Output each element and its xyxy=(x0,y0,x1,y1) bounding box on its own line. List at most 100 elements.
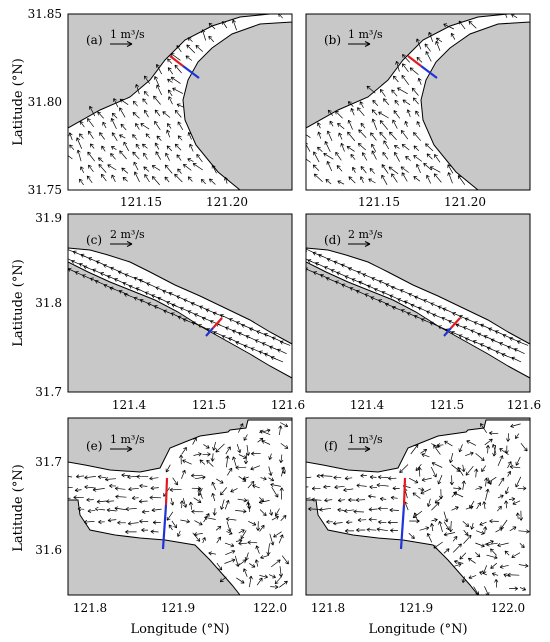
flow-arrow xyxy=(463,534,472,544)
flow-arrow xyxy=(376,527,388,532)
flow-arrow xyxy=(243,453,249,465)
flow-arrow xyxy=(424,43,431,52)
flow-arrow xyxy=(167,67,174,75)
flow-arrow xyxy=(326,519,333,525)
flow-arrow xyxy=(390,495,398,500)
flow-arrow xyxy=(232,456,237,467)
flow-arrow xyxy=(323,152,334,160)
flow-arrow xyxy=(509,464,521,469)
flow-arrow xyxy=(327,109,334,116)
flow-arrow xyxy=(382,151,389,160)
flow-arrow xyxy=(193,452,202,457)
flow-arrow xyxy=(254,559,259,567)
flow-arrow xyxy=(100,272,111,278)
flow-arrow xyxy=(140,123,150,130)
flow-arrow xyxy=(114,506,126,511)
flow-arrow xyxy=(171,520,178,529)
flow-arrow xyxy=(125,506,137,512)
flow-arrow xyxy=(415,463,422,472)
flow-arrow xyxy=(135,84,140,95)
flow-arrow xyxy=(187,132,192,140)
section-line-red xyxy=(212,317,223,329)
flow-arrow xyxy=(128,487,139,492)
flow-arrow xyxy=(326,130,333,142)
flow-arrow xyxy=(151,176,160,186)
flow-arrow xyxy=(170,497,175,506)
flow-arrow xyxy=(341,263,353,270)
flow-arrow xyxy=(392,486,400,491)
flow-arrow xyxy=(187,176,193,182)
flow-arrow xyxy=(507,470,512,477)
flow-arrow xyxy=(435,40,441,51)
flow-arrow xyxy=(391,89,398,97)
flow-arrow xyxy=(360,122,366,129)
flow-arrow xyxy=(219,576,227,583)
flow-arrow xyxy=(228,337,240,344)
flow-arrow xyxy=(110,118,117,130)
flow-arrow xyxy=(143,109,149,118)
flow-arrow xyxy=(258,499,270,505)
flow-arrow xyxy=(519,586,527,591)
flow-arrow xyxy=(416,121,421,128)
flow-arrow xyxy=(164,164,173,174)
flow-arrow xyxy=(149,495,162,500)
flow-arrow xyxy=(225,517,237,522)
x-tick-label: 121.5 xyxy=(192,398,226,412)
flow-arrow xyxy=(135,143,140,150)
flow-arrow xyxy=(340,142,345,152)
flow-arrow xyxy=(479,571,488,576)
flow-arrow xyxy=(408,477,419,484)
flow-arrow xyxy=(125,529,137,535)
flow-arrow xyxy=(348,176,356,184)
flow-arrow xyxy=(266,543,271,556)
land-bank xyxy=(68,418,292,473)
flow-arrow xyxy=(337,180,345,185)
scale-label: 1 m³/s xyxy=(348,433,383,446)
flow-arrow xyxy=(273,531,282,538)
flow-arrow xyxy=(475,530,485,535)
flow-arrow xyxy=(141,143,148,149)
flow-arrow xyxy=(86,497,94,502)
panel-frame xyxy=(67,13,293,191)
section-line-red xyxy=(402,477,407,506)
y-tick-label: 31.85 xyxy=(28,7,62,21)
flow-arrow xyxy=(444,440,453,447)
flow-arrow xyxy=(338,132,343,140)
flow-arrow xyxy=(357,517,367,523)
scale-arrow xyxy=(110,446,133,452)
flow-arrow xyxy=(106,499,115,504)
flow-arrow xyxy=(270,559,281,568)
flow-arrow xyxy=(127,521,139,526)
flow-arrow xyxy=(481,465,487,473)
row1-y-axis: 31.85 31.80 31.75 Latitude (°N) xyxy=(11,7,62,197)
flow-arrow xyxy=(307,259,320,266)
x-tick-label: 121.15 xyxy=(120,195,162,209)
flow-arrow xyxy=(337,498,346,503)
flow-arrow xyxy=(504,500,509,509)
flow-arrow xyxy=(187,37,193,42)
flow-arrow xyxy=(482,501,487,510)
flow-arrow xyxy=(182,163,192,171)
flow-arrow xyxy=(497,494,504,499)
flow-arrow xyxy=(404,120,409,128)
flow-arrow xyxy=(369,474,377,480)
water-body xyxy=(306,247,530,379)
flow-arrow xyxy=(111,174,116,182)
flow-arrow xyxy=(509,336,521,343)
flow-arrow xyxy=(138,499,148,504)
flow-arrow xyxy=(434,154,441,163)
flow-arrow xyxy=(476,502,481,510)
flow-arrow xyxy=(323,484,331,489)
flow-vector-field xyxy=(306,247,529,363)
flow-arrow xyxy=(279,454,284,464)
flow-arrow xyxy=(348,497,356,503)
flow-arrow xyxy=(504,486,509,495)
flow-arrow xyxy=(238,423,244,433)
flow-arrow xyxy=(114,486,126,491)
flow-arrow xyxy=(490,562,498,569)
flow-arrow xyxy=(132,100,138,107)
section-line-red xyxy=(450,317,461,329)
flow-arrow xyxy=(350,108,355,116)
flow-arrow xyxy=(485,488,490,501)
flow-arrow xyxy=(415,163,421,174)
